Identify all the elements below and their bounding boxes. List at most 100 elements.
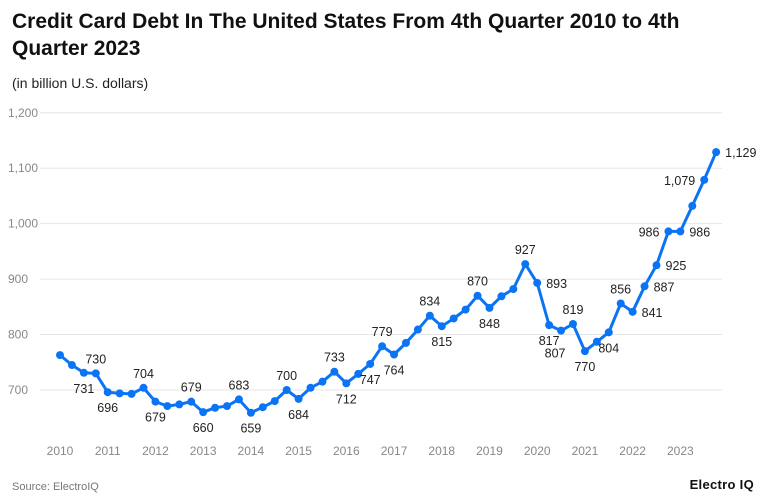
data-point xyxy=(437,322,446,331)
data-label: 807 xyxy=(545,347,566,361)
data-point xyxy=(366,359,375,368)
data-label: 679 xyxy=(181,381,202,395)
data-point xyxy=(318,377,327,386)
brand-logo: Electro IQ xyxy=(689,477,754,492)
data-point xyxy=(294,394,303,403)
data-point xyxy=(234,395,243,404)
data-point xyxy=(533,278,542,287)
data-label: 764 xyxy=(384,364,405,378)
data-point xyxy=(211,403,220,412)
x-tick-label: 2012 xyxy=(142,444,169,458)
x-tick-label: 2013 xyxy=(190,444,217,458)
data-point xyxy=(199,408,208,417)
data-label: 779 xyxy=(372,325,393,339)
data-point xyxy=(545,321,554,330)
data-label: 730 xyxy=(85,352,106,366)
data-point xyxy=(151,397,160,406)
x-tick-label: 2019 xyxy=(476,444,503,458)
data-point xyxy=(91,369,100,378)
data-label: 659 xyxy=(240,422,261,436)
data-label: 819 xyxy=(563,303,584,317)
data-point xyxy=(246,408,255,417)
y-tick-label: 1,100 xyxy=(8,161,38,175)
data-point xyxy=(56,351,64,360)
data-label: 700 xyxy=(276,369,297,383)
y-tick-label: 1,200 xyxy=(8,106,38,120)
chart-subtitle: (in billion U.S. dollars) xyxy=(12,75,149,91)
data-point xyxy=(79,368,88,377)
data-point xyxy=(568,320,577,329)
data-point xyxy=(354,369,363,378)
data-label: 834 xyxy=(419,295,440,309)
data-point xyxy=(616,299,625,308)
data-point xyxy=(67,361,76,370)
x-tick-label: 2011 xyxy=(95,444,121,458)
data-point xyxy=(509,285,518,294)
data-point xyxy=(163,402,172,411)
data-label: 770 xyxy=(574,360,595,374)
data-point xyxy=(187,397,196,406)
data-label: 712 xyxy=(336,392,357,406)
data-label: 986 xyxy=(689,225,710,239)
data-label: 684 xyxy=(288,408,309,422)
data-label: 925 xyxy=(666,259,687,273)
data-label: 660 xyxy=(193,421,214,435)
data-point xyxy=(115,389,124,398)
data-point xyxy=(223,402,232,411)
data-point xyxy=(628,307,637,316)
data-label: 817 xyxy=(539,334,560,348)
data-point xyxy=(604,328,613,337)
data-label: 679 xyxy=(145,411,166,425)
x-tick-label: 2014 xyxy=(238,444,265,458)
chart-title: Credit Card Debt In The United States Fr… xyxy=(12,10,680,60)
data-point xyxy=(712,148,721,157)
data-point xyxy=(175,400,184,409)
data-point xyxy=(461,305,470,314)
data-point xyxy=(282,386,291,394)
data-point xyxy=(139,383,148,392)
y-tick-label: 700 xyxy=(8,383,28,397)
data-label: 747 xyxy=(360,373,381,387)
data-label: 1,079 xyxy=(664,174,695,188)
y-tick-label: 1,000 xyxy=(8,217,38,231)
data-label: 815 xyxy=(431,335,452,349)
x-tick-label: 2010 xyxy=(47,444,74,458)
data-point xyxy=(401,338,410,347)
data-label: 731 xyxy=(73,382,94,396)
x-tick-label: 2023 xyxy=(667,444,694,458)
data-point xyxy=(473,291,482,300)
data-label: 887 xyxy=(654,280,675,294)
data-label: 848 xyxy=(479,317,500,331)
data-label: 856 xyxy=(610,282,631,296)
y-tick-label: 800 xyxy=(8,328,28,342)
data-label: 704 xyxy=(133,367,154,381)
data-point xyxy=(640,282,649,291)
data-point xyxy=(306,383,315,392)
data-point xyxy=(592,337,601,346)
data-point xyxy=(342,379,351,388)
x-tick-label: 2015 xyxy=(285,444,312,458)
y-tick-label: 900 xyxy=(8,272,28,286)
data-point xyxy=(413,325,422,334)
x-tick-label: 2022 xyxy=(619,444,646,458)
data-point xyxy=(688,201,697,210)
source-note: Source: ElectroIQ xyxy=(12,481,99,493)
data-label: 804 xyxy=(598,341,619,355)
x-tick-label: 2020 xyxy=(524,444,551,458)
data-label: 1,129 xyxy=(725,146,756,160)
x-tick-label: 2018 xyxy=(428,444,455,458)
data-label: 870 xyxy=(467,275,488,289)
data-label: 893 xyxy=(546,277,567,291)
data-label: 927 xyxy=(515,243,536,257)
data-point xyxy=(652,261,661,270)
data-point xyxy=(521,260,530,269)
data-point xyxy=(103,388,112,397)
data-label: 696 xyxy=(97,401,118,415)
data-label: 683 xyxy=(229,378,250,392)
data-point xyxy=(557,326,566,335)
data-point xyxy=(580,347,589,356)
x-tick-label: 2021 xyxy=(572,444,599,458)
data-point xyxy=(485,303,494,312)
data-point xyxy=(270,397,279,406)
